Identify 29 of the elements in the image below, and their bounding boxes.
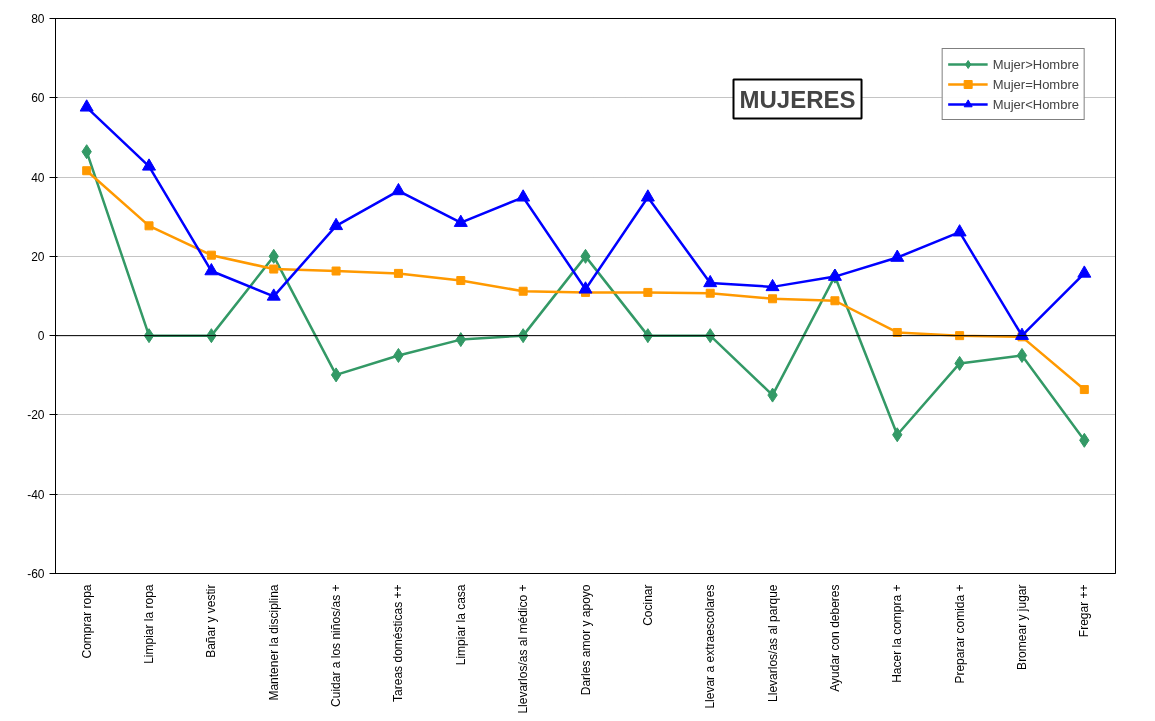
x-tick-label: Comprar ropa [79,584,94,659]
x-tick-label: Ayudar con deberes [827,584,842,692]
y-tick-label: -40 [27,487,45,502]
x-tick-label: Fregar ++ [1077,584,1092,638]
y-tick-label: 80 [31,12,45,26]
x-tick-label: Bromear y jugar [1014,584,1029,670]
legend-label: Mujer>Hombre [992,56,1079,72]
y-tick-label: 60 [31,91,45,106]
y-tick-label: 0 [37,329,45,344]
x-tick-label: Preparar comida + [952,584,967,684]
x-tick-label: Llevarlos/as al parque [765,584,780,702]
x-tick-label: Darles amor y apoyo [578,584,593,696]
y-tick-label: -20 [27,408,45,423]
legend-label: Mujer=Hombre [992,76,1079,92]
x-tick-label: Limpiar la ropa [142,584,157,664]
y-tick-label: 40 [31,170,45,185]
x-tick-label: Hacer la compra + [890,584,905,683]
x-tick-label: Llevar a extraescolares [703,584,718,709]
text: MUJERES [739,85,856,113]
x-tick-label: Llevarlos/as al médico + [516,584,531,714]
y-tick-label: -60 [27,567,45,581]
x-tick-label: Cocinar [640,584,655,626]
y-tick-label: 20 [31,249,45,264]
x-tick-label: Bañar y vestir [204,584,219,658]
x-tick-label: Cuidar a los niños/as + [329,584,344,707]
x-tick-label: Tareas domésticas ++ [391,584,406,702]
x-tick-label: Mantener la disciplina [266,584,281,701]
legend-label: Mujer<Hombre [992,96,1079,112]
x-tick-label: Limpiar la casa [453,584,468,666]
